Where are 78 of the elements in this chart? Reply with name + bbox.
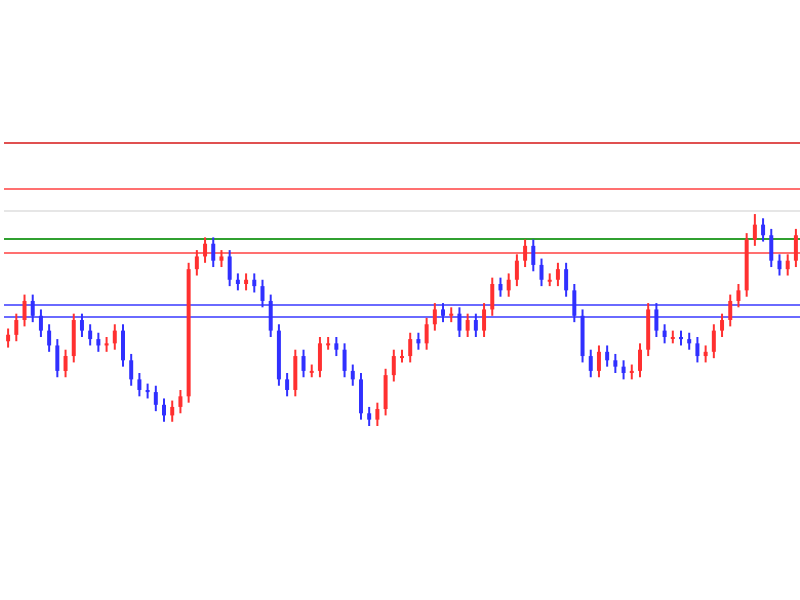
candlestick xyxy=(367,405,372,427)
candlestick xyxy=(711,323,716,360)
candlestick xyxy=(588,348,593,379)
candlestick xyxy=(752,213,757,247)
candlestick xyxy=(88,323,93,347)
candlestick xyxy=(555,261,560,288)
candlestick xyxy=(769,227,774,269)
candlestick xyxy=(646,302,651,358)
candlestick xyxy=(14,312,19,343)
candlestick xyxy=(736,283,741,309)
candlestick xyxy=(637,342,642,379)
candlestick xyxy=(793,227,798,269)
candlestick xyxy=(96,331,101,353)
candlestick xyxy=(695,335,700,364)
candlestick xyxy=(761,217,766,243)
candlestick xyxy=(424,316,429,351)
candlestick xyxy=(531,238,536,273)
candlestick xyxy=(506,272,511,298)
candlestick xyxy=(137,372,142,398)
candlestick xyxy=(375,401,380,427)
candlestick xyxy=(30,293,35,324)
candlestick xyxy=(482,302,487,338)
candlestick xyxy=(621,359,626,381)
candlestick xyxy=(564,261,569,298)
candlestick xyxy=(203,236,208,264)
candlestick xyxy=(539,257,544,288)
candlestick xyxy=(268,293,273,338)
candlestick xyxy=(170,399,175,423)
candlestick xyxy=(55,338,60,379)
candlestick xyxy=(317,335,322,379)
candlestick xyxy=(252,272,257,294)
candlestick xyxy=(293,348,298,398)
candlestick xyxy=(63,348,68,379)
candlestick xyxy=(79,312,84,338)
candlestick xyxy=(47,323,52,353)
candlestick xyxy=(572,283,577,324)
candlestick xyxy=(178,388,183,415)
candlestick xyxy=(785,253,790,277)
candlestick xyxy=(605,344,610,368)
candlestick xyxy=(129,352,134,387)
candlestick xyxy=(285,372,290,398)
candlestick xyxy=(523,238,528,269)
candlestick xyxy=(383,367,388,417)
candlestick xyxy=(301,348,306,379)
candlestick xyxy=(728,293,733,328)
candlestick xyxy=(71,312,76,364)
candlestick xyxy=(153,384,158,413)
candlestick xyxy=(441,302,446,324)
candlestick xyxy=(580,308,585,364)
candlestick xyxy=(596,344,601,379)
candlestick xyxy=(457,306,462,338)
candlestick xyxy=(350,363,355,387)
candlestick xyxy=(22,293,27,328)
candlestick xyxy=(514,253,519,288)
candlestick xyxy=(120,323,125,368)
candlestick xyxy=(38,308,43,338)
candlestick xyxy=(473,312,478,338)
candlestick xyxy=(432,302,437,332)
candlestick xyxy=(777,253,782,277)
candlestick xyxy=(227,249,232,288)
candlestick xyxy=(720,312,725,338)
candlestick xyxy=(662,323,667,345)
candlestick xyxy=(465,312,470,338)
candlestick xyxy=(654,302,659,338)
candlestick xyxy=(334,335,339,358)
candlestick xyxy=(391,348,396,383)
candlestick xyxy=(6,327,11,349)
candlestick xyxy=(490,276,495,317)
candlestick xyxy=(194,249,199,277)
candlestick xyxy=(162,397,167,423)
candlestick xyxy=(260,278,265,309)
candlestick xyxy=(211,236,216,269)
candlestick xyxy=(358,372,363,421)
candlestick xyxy=(408,331,413,364)
candlestick xyxy=(112,323,117,351)
candlestick xyxy=(613,352,618,375)
candlestick xyxy=(342,342,347,379)
candlestick xyxy=(498,276,503,298)
